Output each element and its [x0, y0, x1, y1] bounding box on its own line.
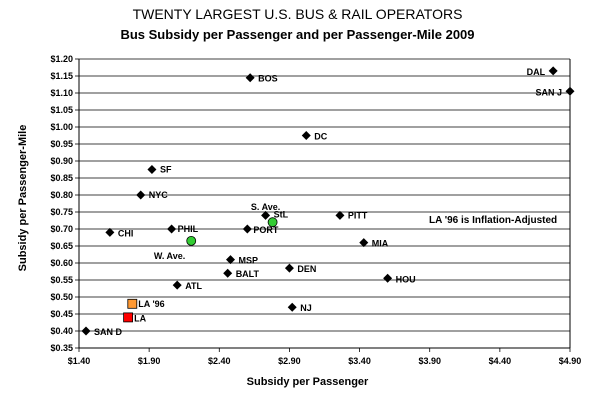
point-w-ave — [186, 235, 197, 246]
chart-annotation: LA '96 is Inflation-Adjusted — [429, 215, 558, 226]
x-tick-label: $3.90 — [418, 356, 441, 366]
y-tick-label: $1.10 — [50, 88, 73, 98]
data-label-msp: MSP — [239, 256, 259, 266]
x-axis-label: Subsidy per Passenger — [246, 376, 369, 388]
point-san-j — [565, 86, 575, 96]
y-tick-label: $0.40 — [50, 326, 73, 336]
y-tick-label: $0.60 — [50, 258, 73, 268]
data-label-la-96: LA '96 — [138, 299, 164, 309]
data-label-hou: HOU — [396, 274, 416, 284]
point-dal — [548, 66, 558, 76]
point-sf — [147, 165, 157, 174]
y-tick-label: $0.45 — [50, 309, 73, 319]
data-label-nyc: NYC — [149, 190, 169, 200]
x-tick-label: $2.90 — [278, 356, 301, 366]
data-label-san-d: SAN D — [94, 327, 123, 337]
point-den — [284, 263, 294, 273]
point-la — [123, 312, 133, 323]
y-tick-label: $0.50 — [50, 292, 73, 302]
point-phil — [167, 224, 177, 234]
data-label-stl: StL — [274, 209, 289, 219]
data-label-den: DEN — [297, 264, 316, 274]
point-san-d — [81, 326, 91, 336]
y-axis-label: Subsidy per Passenger-Mile — [17, 124, 29, 272]
data-label-balt: BALT — [236, 269, 260, 279]
point-nj — [287, 302, 297, 312]
y-tick-label: $1.15 — [50, 71, 73, 81]
y-tick-label: $0.80 — [50, 190, 73, 200]
data-label-dc: DC — [314, 132, 327, 142]
y-tick-label: $1.00 — [50, 122, 73, 132]
x-tick-label: $1.90 — [138, 356, 161, 366]
chart-title: TWENTY LARGEST U.S. BUS & RAIL OPERATORS — [132, 6, 463, 22]
x-tick-label: $1.40 — [68, 356, 91, 366]
point-balt — [223, 268, 233, 278]
y-tick-label: $0.35 — [50, 343, 73, 353]
point-hou — [383, 273, 393, 283]
y-tick-label: $0.70 — [50, 224, 73, 234]
data-label-s-ave: S. Ave. — [251, 202, 280, 212]
x-tick-label: $4.90 — [559, 356, 582, 366]
point-mia — [359, 238, 369, 248]
x-tick-label: $2.40 — [208, 356, 231, 366]
point-la-96 — [127, 298, 138, 309]
data-label-la: LA — [134, 313, 146, 323]
data-label-dal: DAL — [527, 67, 546, 77]
data-label-sf: SF — [160, 165, 172, 175]
data-label-nj: NJ — [300, 303, 312, 313]
point-port — [242, 224, 252, 234]
x-tick-label: $4.40 — [489, 356, 512, 366]
point-s-ave — [267, 217, 278, 228]
point-chi — [105, 227, 115, 237]
y-tick-label: $1.05 — [50, 105, 73, 115]
chart-subtitle: Bus Subsidy per Passenger and per Passen… — [120, 27, 475, 42]
data-label-atl: ATL — [185, 281, 202, 291]
point-atl — [172, 280, 182, 290]
y-tick-label: $0.85 — [50, 173, 73, 183]
y-tick-label: $0.65 — [50, 241, 73, 251]
y-tick-label: $0.75 — [50, 207, 73, 217]
point-stl — [261, 210, 271, 220]
y-tick-label: $0.95 — [50, 139, 73, 149]
data-label-bos: BOS — [258, 74, 278, 84]
x-tick-label: $3.40 — [348, 356, 371, 366]
data-label-port: PORT — [253, 225, 279, 235]
point-dc — [301, 131, 311, 140]
data-label-w-ave: W. Ave. — [154, 251, 185, 261]
data-label-pitt: PITT — [348, 210, 368, 220]
point-nyc — [136, 190, 146, 200]
data-label-phil: PHIL — [178, 224, 199, 234]
point-bos — [245, 73, 255, 83]
y-tick-label: $0.90 — [50, 156, 73, 166]
point-pitt — [335, 210, 345, 220]
point-msp — [226, 255, 236, 265]
y-tick-label: $1.20 — [50, 54, 73, 64]
data-label-chi: CHI — [118, 228, 134, 238]
data-label-mia: MIA — [372, 239, 389, 249]
y-tick-label: $0.55 — [50, 275, 73, 285]
data-label-san-j: SAN J — [535, 87, 562, 97]
